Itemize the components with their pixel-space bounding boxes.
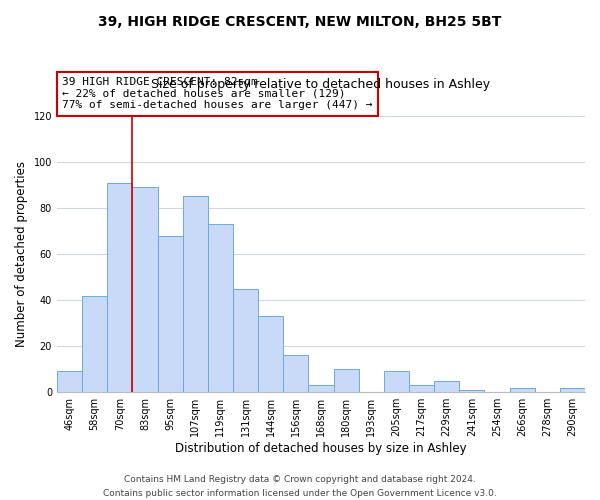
Bar bbox=[82, 296, 107, 392]
Bar bbox=[107, 182, 133, 392]
Text: Contains HM Land Registry data © Crown copyright and database right 2024.
Contai: Contains HM Land Registry data © Crown c… bbox=[103, 476, 497, 498]
Bar bbox=[459, 390, 484, 392]
Bar bbox=[158, 236, 182, 392]
Bar bbox=[258, 316, 283, 392]
Bar bbox=[182, 196, 208, 392]
Text: 39 HIGH RIDGE CRESCENT: 82sqm
← 22% of detached houses are smaller (129)
77% of : 39 HIGH RIDGE CRESCENT: 82sqm ← 22% of d… bbox=[62, 77, 373, 110]
Bar bbox=[133, 188, 158, 392]
Bar bbox=[233, 288, 258, 392]
Bar bbox=[509, 388, 535, 392]
Title: Size of property relative to detached houses in Ashley: Size of property relative to detached ho… bbox=[151, 78, 491, 91]
Text: 39, HIGH RIDGE CRESCENT, NEW MILTON, BH25 5BT: 39, HIGH RIDGE CRESCENT, NEW MILTON, BH2… bbox=[98, 15, 502, 29]
Bar bbox=[334, 369, 359, 392]
Bar bbox=[409, 386, 434, 392]
Bar bbox=[57, 372, 82, 392]
Bar bbox=[308, 386, 334, 392]
Y-axis label: Number of detached properties: Number of detached properties bbox=[15, 161, 28, 347]
Bar bbox=[434, 380, 459, 392]
Bar bbox=[384, 372, 409, 392]
Bar bbox=[560, 388, 585, 392]
Bar bbox=[208, 224, 233, 392]
Bar bbox=[283, 356, 308, 392]
X-axis label: Distribution of detached houses by size in Ashley: Distribution of detached houses by size … bbox=[175, 442, 467, 455]
